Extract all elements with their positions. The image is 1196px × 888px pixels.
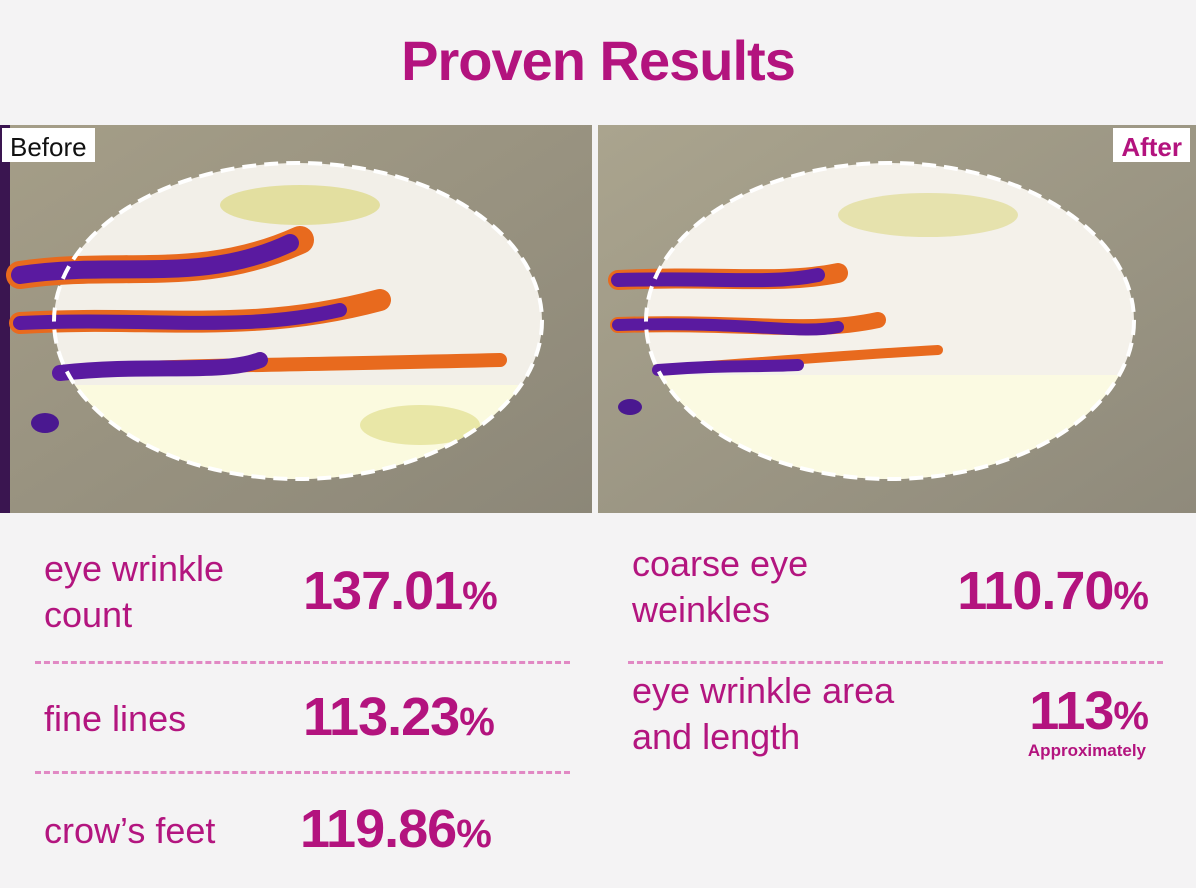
stat-value-crows-feet: 119.86% — [300, 799, 492, 859]
page-title: Proven Results — [401, 29, 796, 92]
stat-label-eye-wrinkle-count: eye wrinkle count — [44, 548, 225, 635]
divider — [35, 661, 570, 664]
divider — [628, 661, 1163, 664]
stat-value-coarse-eye-wrinkles: 110.70% — [957, 561, 1149, 621]
stat-label-coarse-eye-wrinkles: coarse eye weinkles — [632, 543, 809, 630]
stat-label-crows-feet: crow’s feet — [44, 810, 216, 851]
divider — [35, 771, 570, 774]
approximately-note: Approximately — [1027, 741, 1146, 760]
stat-label-eye-wrinkle-area: eye wrinkle area and length — [632, 670, 895, 757]
stat-value-eye-wrinkle-area: 113% — [1029, 681, 1149, 741]
before-image — [0, 125, 592, 513]
before-label: Before — [2, 128, 95, 162]
stat-value-fine-lines: 113.23% — [303, 687, 495, 747]
stat-label-fine-lines: fine lines — [44, 698, 187, 739]
stat-value-eye-wrinkle-count: 137.01% — [303, 561, 498, 621]
after-image — [598, 125, 1196, 513]
after-label: After — [1113, 128, 1190, 162]
